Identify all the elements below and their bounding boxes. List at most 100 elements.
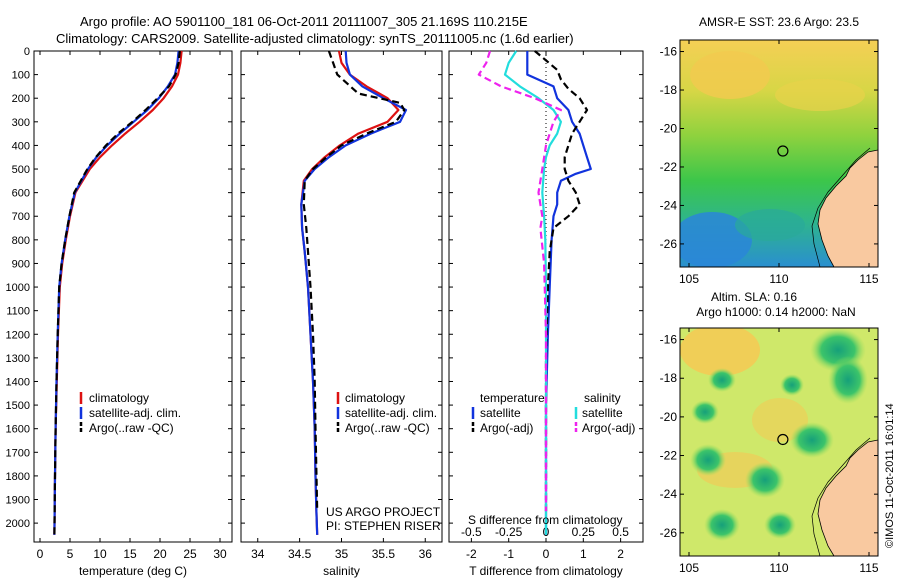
legend-label-argo: Argo(..raw -QC) [345,421,430,435]
sla-map-panel: Altim. SLA: 0.16 Argo h1000: 0.14 h2000:… [660,290,896,575]
y-tick-label: 300 [12,117,30,129]
plot-frame [33,50,233,543]
sla-eddy [745,462,785,498]
pi-annotation: PI: STEPHEN RISER [326,519,441,533]
legend-title-salinity: salinity [584,391,621,405]
y-tick-label: -16 [660,333,678,347]
sla-eddy [828,356,868,404]
y-tick-label: 700 [12,211,30,223]
legend-label-argo: Argo(..raw -QC) [89,421,174,435]
salinity-legend: climatology satellite-adj. clim. Argo(..… [326,391,441,533]
sla-eddy [790,422,834,458]
x-tick-label: 5 [67,547,74,561]
sla-eddy [780,374,804,396]
y-tick-label: -20 [660,410,678,424]
sla-eddy [764,511,796,539]
difference-legend: temperature salinity satellite Argo(-adj… [468,391,635,527]
x-tick-label: 34.5 [288,547,312,561]
x-tick-label: -1 [503,547,514,561]
legend-title-temperature: temperature [480,391,545,405]
y-tick-label: -22 [660,160,678,174]
sla-coastline-shelf [811,437,871,556]
sst-cool-patch [735,209,805,241]
y-tick-label: 100 [12,70,30,82]
sst-land-australia [817,149,878,267]
y-tick-label: -26 [660,237,678,251]
x-tick-label: 35.5 [372,547,396,561]
x-tick-label: 0 [543,547,550,561]
y-tick-label: 1300 [6,353,30,365]
float-position-marker [777,433,789,446]
x-axis-label: temperature (deg C) [79,564,187,578]
y-tick-label: 500 [12,164,30,176]
y-tick-label: 1900 [6,495,30,507]
y-tick-label: 600 [12,188,30,200]
series-line-argo-raw-qc- [53,50,181,535]
sst-map-panel: AMSR-E SST: 23.6 Argo: 23.5 105 110 115 -16… [660,15,879,286]
y-tick-label: -24 [660,198,678,212]
y-tick-label: 1700 [6,447,30,459]
x2-tick-label: -0.25 [495,525,523,539]
s-difference-label: S difference from climatology [468,513,623,527]
sla-land-australia [817,439,878,556]
salinity-panel: 34 34.5 35 35.5 36 salinity [240,50,443,578]
temperature-legend: climatology satellite-adj. clim. Argo(..… [79,391,181,435]
y-tick-label: 800 [12,235,30,247]
y-tick-label: 200 [12,93,30,105]
series-line-argo-raw-qc- [302,50,406,512]
sst-map-title: AMSR-E SST: 23.6 Argo: 23.5 [699,15,859,29]
x-tick-label: 35 [335,547,349,561]
legend-label-s-argo: Argo(-adj) [582,421,635,435]
y-tick-label: 1600 [6,424,30,436]
x-tick-label: 110 [769,561,788,575]
sla-map-title: Altim. SLA: 0.16 [711,290,797,304]
sst-coastline-shelf [811,147,871,267]
x-tick-label: 20 [153,547,167,561]
legend-label-satellite: satellite-adj. clim. [89,406,181,420]
series-line-t-satellite [526,51,592,535]
y-tick-label: 1800 [6,471,30,483]
sla-eddy [708,368,736,392]
y-tick-label: -24 [660,487,678,501]
y-tick-label: 400 [12,140,30,152]
x-axis-label: T difference from climatology [469,564,623,578]
y-tick-label: 1000 [6,282,30,294]
y-tick-label: -18 [660,371,678,385]
sla-map-axes: 105 110 115 -16 -18 -20 -22 -24 -26 [660,328,879,575]
x2-tick-label: 0.5 [612,525,629,539]
figure-title: Argo profile: AO 5901100_181 06-Oct-2011… [80,14,528,29]
project-annotation: US ARGO PROJECT [326,505,441,519]
legend-label-t-satellite: satellite [480,406,521,420]
legend-label-climatology: climatology [345,391,405,405]
sla-high-patch [680,328,760,376]
plot-frame [240,50,443,543]
y-tick-label: -26 [660,526,678,540]
x-tick-label: 105 [679,272,699,286]
sla-eddy [691,400,719,424]
sst-warm-patch [775,79,865,111]
sst-warm-patch [690,51,770,99]
y-tick-label: 1100 [6,306,30,318]
x2-tick-label: -0.5 [461,525,482,539]
legend-label-satellite: satellite-adj. clim. [345,406,437,420]
x-tick-label: 25 [183,547,197,561]
temperature-panel: 0100200300400500600700800900100011001200… [6,46,233,578]
x-tick-label: 110 [769,272,788,286]
figure-subtitle: Climatology: CARS2009. Satellite-adjuste… [56,31,574,46]
x-tick-label: 15 [123,547,137,561]
x-tick-label: 36 [419,547,433,561]
sla-map-subtitle: Argo h1000: 0.14 h2000: NaN [696,305,855,319]
x-tick-label: 1 [580,547,587,561]
float-position-marker [777,145,789,157]
sla-eddy [690,444,726,476]
sst-cool-patch [680,212,752,267]
y-tick-label: -18 [660,83,678,97]
x-tick-label: 30 [213,547,227,561]
x2-tick-label: 0.25 [572,525,596,539]
y-tick-label: -20 [660,121,678,135]
y-tick-label: -22 [660,449,678,463]
y-tick-label: 900 [12,258,30,270]
x-tick-label: 115 [859,272,878,286]
